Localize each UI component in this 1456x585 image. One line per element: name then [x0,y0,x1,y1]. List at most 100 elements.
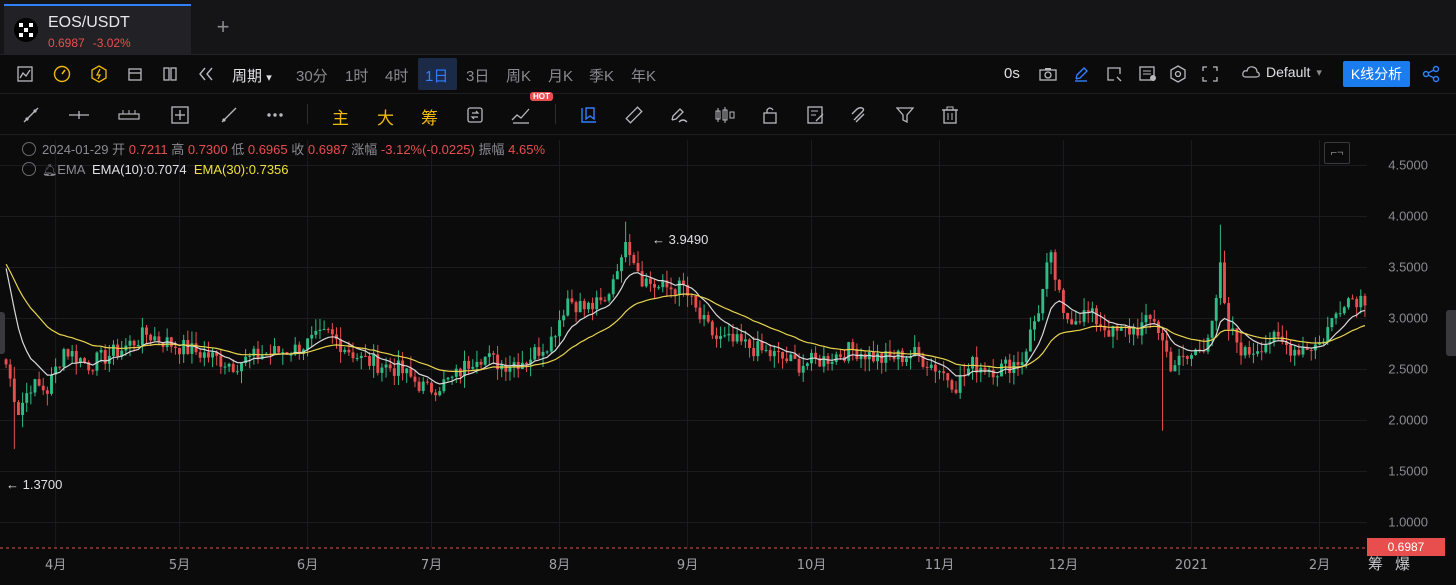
candle-body [971,357,975,369]
candle-body [966,368,970,376]
candle-body [396,360,400,376]
candle-body [723,335,727,337]
x-tick-label: 6月 [297,558,318,573]
candle-body [1095,308,1098,325]
swap-icon[interactable] [464,104,486,126]
period-week[interactable]: 周K [506,68,532,85]
grid-settings-icon[interactable] [1138,64,1158,84]
x-tick-label: 5月 [169,558,190,573]
trend-line-icon[interactable] [20,104,42,126]
bookmark-icon[interactable] [578,104,600,126]
filter-icon[interactable] [894,104,916,126]
candle-body [801,365,805,373]
candle-body [277,346,281,353]
rewind-icon[interactable] [196,64,216,84]
period-1h[interactable]: 1时 [345,68,369,85]
gauge-icon[interactable] [52,64,72,84]
chevron-down-icon: ▾ [266,72,272,84]
big-indicator-button[interactable]: 大 [377,109,394,128]
comment-icon[interactable] [1104,64,1124,84]
settings-icon[interactable] [1168,64,1188,84]
x-tick-label: 10月 [797,558,827,573]
pencil-icon[interactable] [1071,64,1091,84]
low-value: 0.6965 [247,142,288,157]
tab-change: -3.02% [92,36,131,50]
candle-body [227,363,231,367]
candle-body [136,344,140,346]
right-scroll-handle[interactable] [1446,310,1456,356]
ruler-icon[interactable] [118,104,140,126]
candle-body [1128,327,1131,335]
candle-body [1330,318,1334,328]
candle-body [570,298,574,303]
candle-body [1285,341,1288,345]
candles-icon[interactable] [714,104,736,126]
camera-icon[interactable] [1038,64,1058,84]
x-tick-label: 12月 [1049,558,1079,573]
change-label: 涨幅 [351,142,378,157]
chart-type-icon[interactable] [15,64,35,84]
candle-body [1256,351,1259,354]
kline-analysis-button[interactable]: K线分析 [1343,61,1410,87]
main-indicator-button[interactable]: 主 [332,109,349,128]
measure-icon[interactable] [623,104,645,126]
plus-icon[interactable]: + [216,14,230,39]
period-4h[interactable]: 4时 [385,68,409,85]
horizontal-line-icon[interactable] [68,104,90,126]
period-30m[interactable]: 30分 [296,68,328,85]
period-quarter[interactable]: 季K [589,68,615,85]
more-icon[interactable] [264,104,286,126]
candle-body [847,342,851,361]
magnet-icon[interactable] [848,104,870,126]
candle-body [748,339,751,349]
lock-icon[interactable] [759,104,781,126]
candle-body [413,376,417,382]
ray-line-icon[interactable] [218,104,240,126]
candle-body [995,376,999,378]
share-icon[interactable] [1421,64,1441,84]
collapse-icon[interactable] [22,142,36,156]
calendar-icon[interactable] [125,64,145,84]
candle-body [417,381,421,391]
bell-icon[interactable]: 🔔︎ [42,163,58,177]
lightning-icon[interactable] [89,64,109,84]
candle-body [512,362,516,367]
theme-dropdown[interactable]: Default ▾ [1242,64,1322,80]
period-year[interactable]: 年K [631,68,657,85]
candle-body [326,329,330,331]
candle-body [929,364,933,369]
candle-body [1041,288,1045,314]
symbol-tab[interactable]: EOS/USDT 0.6987 -3.02% [4,4,191,54]
candle-body [504,364,508,372]
candle-body [1070,319,1074,325]
period-month[interactable]: 月K [548,68,574,85]
layout-icon[interactable] [160,64,180,84]
candle-body [1111,326,1115,337]
candle-body [479,361,483,365]
period-3d[interactable]: 3日 [466,68,490,85]
candle-body [1355,298,1359,308]
left-scroll-handle[interactable] [0,312,5,354]
strategy-icon[interactable] [510,104,532,126]
period-1d[interactable]: 1日 [425,68,449,85]
chips-label: 筹 [1368,555,1383,573]
candle-body [1301,347,1305,355]
candle-body [1342,307,1346,314]
brush-icon[interactable] [668,104,690,126]
y-tick-label: 4.0000 [1388,209,1428,224]
note-icon[interactable] [805,104,827,126]
crosshair-box-icon[interactable] [169,104,191,126]
period-dropdown[interactable]: 周期 ▾ [232,65,272,86]
collapse-chart-icon[interactable]: ⌐¬ [1324,142,1350,164]
candle-body [293,344,297,355]
active-period-highlight [418,58,457,90]
collapse-icon[interactable] [22,162,36,176]
trash-icon[interactable] [939,104,961,126]
candle-body [855,348,859,360]
chips-indicator-button[interactable]: 筹 [421,109,438,128]
candle-body [178,348,181,355]
cloud-icon [1242,66,1260,78]
fullscreen-icon[interactable] [1200,64,1220,84]
candle-body [731,333,735,342]
